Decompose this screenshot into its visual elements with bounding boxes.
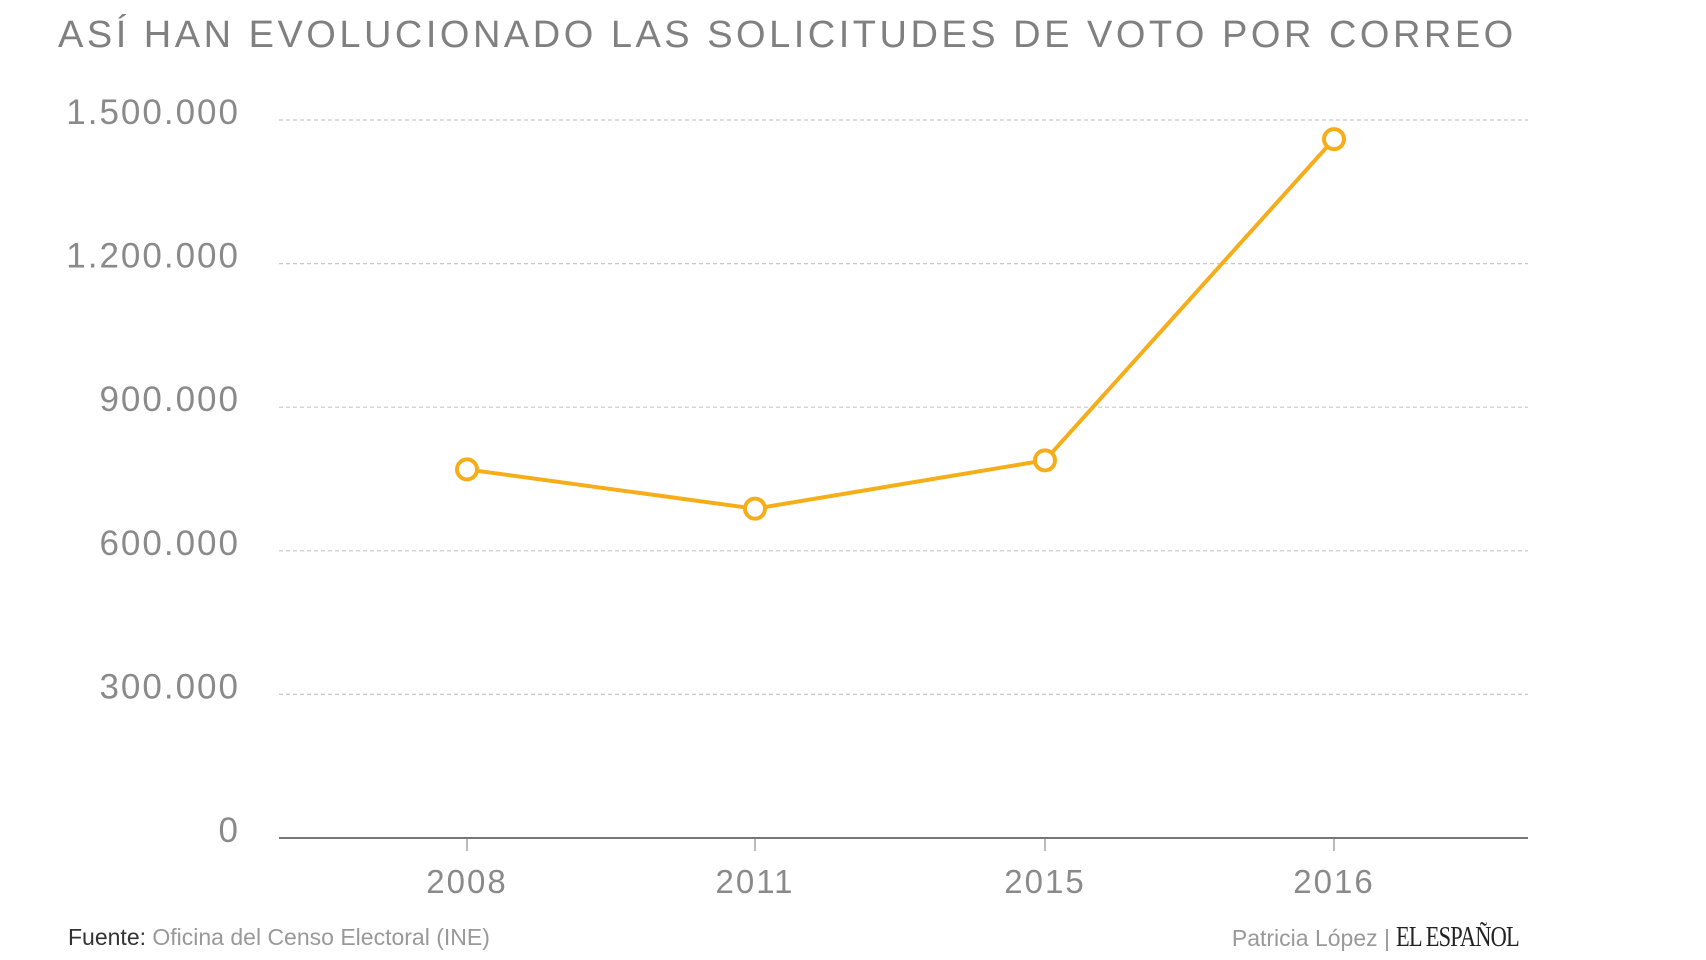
x-tick-label: 2011	[716, 863, 795, 900]
series-line	[466, 137, 1336, 511]
credits: Patricia López | EL ESPAÑOL	[1232, 922, 1530, 954]
author: Patricia López |	[1231, 925, 1390, 951]
data-point-2015	[1033, 448, 1057, 473]
data-point-2016	[1322, 127, 1346, 152]
y-tick-label: 600.000	[99, 524, 240, 563]
chart-title: ASÍ HAN EVOLUCIONADO LAS SOLICITUDES DE …	[58, 14, 1517, 56]
y-tick-label: 900.000	[99, 380, 240, 419]
x-tick-label: 2016	[1293, 863, 1374, 900]
source-note: Fuente: Oficina del Censo Electoral (INE…	[68, 924, 490, 951]
source-text: Oficina del Censo Electoral (INE)	[152, 924, 490, 950]
el-espanol-logo: EL ESPAÑOL	[1396, 922, 1520, 953]
x-tick-label: 2015	[1004, 863, 1085, 900]
y-tick-label: 1.200.000	[66, 237, 240, 276]
source-label: Fuente:	[68, 924, 146, 950]
y-tick-label: 300.000	[99, 667, 240, 706]
data-point-2008	[455, 457, 479, 482]
data-point-2011	[743, 496, 767, 521]
y-tick-label: 1.500.000	[66, 93, 240, 132]
x-tick-label: 2008	[426, 863, 507, 900]
y-tick-label: 0	[219, 811, 240, 850]
